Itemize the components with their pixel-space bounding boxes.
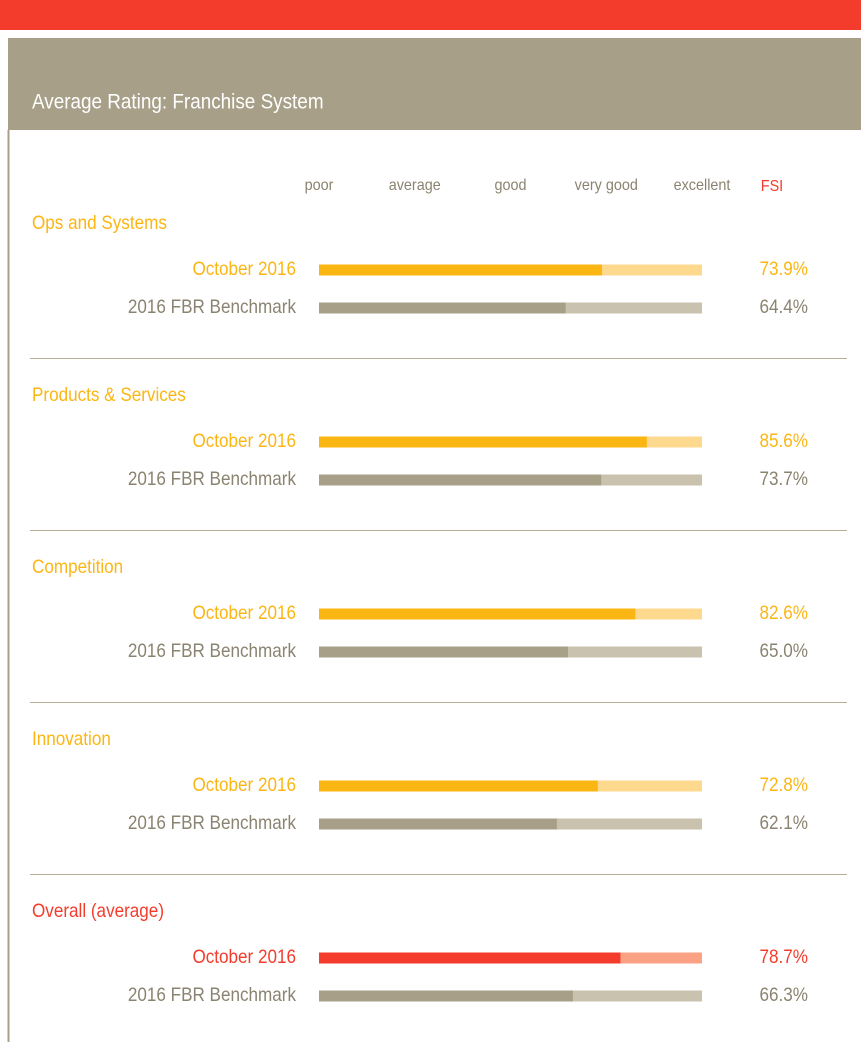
bar (319, 780, 598, 792)
series-label: October 2016 (192, 258, 296, 279)
value-header: FSI (761, 178, 783, 196)
bar (319, 818, 557, 830)
chart-title: Average Rating: Franchise System (32, 91, 324, 114)
series-label: 2016 FBR Benchmark (128, 468, 297, 489)
series-label: October 2016 (192, 946, 296, 967)
x-tick-label: poor (305, 177, 334, 195)
bar (319, 608, 636, 620)
x-tick-label: excellent (674, 177, 732, 195)
category-label: Products & Services (32, 384, 186, 405)
value-label: 65.0% (760, 640, 808, 661)
top-band (0, 0, 861, 30)
series-label: October 2016 (192, 602, 296, 623)
series-label: 2016 FBR Benchmark (128, 296, 297, 317)
value-label: 72.8% (760, 774, 808, 795)
value-label: 78.7% (760, 946, 808, 967)
x-tick-label: very good (575, 177, 638, 195)
header-band (8, 38, 861, 130)
bar (319, 264, 603, 276)
category-label: Ops and Systems (32, 212, 167, 233)
x-tick-label: average (389, 177, 441, 195)
series-label: 2016 FBR Benchmark (128, 984, 297, 1005)
value-label: 64.4% (760, 296, 808, 317)
category-label: Innovation (32, 728, 111, 749)
bar (319, 646, 568, 658)
value-label: 85.6% (760, 430, 808, 451)
value-label: 73.9% (760, 258, 808, 279)
bar (319, 302, 566, 314)
series-label: October 2016 (192, 774, 296, 795)
series-label: October 2016 (192, 430, 296, 451)
value-label: 66.3% (760, 984, 808, 1005)
bar (319, 474, 602, 486)
bar (319, 990, 573, 1002)
value-label: 62.1% (760, 812, 808, 833)
category-label: Overall (average) (32, 900, 164, 921)
bar (319, 436, 647, 448)
bar (319, 952, 621, 964)
x-tick-label: good (494, 177, 526, 195)
value-label: 82.6% (760, 602, 808, 623)
series-label: 2016 FBR Benchmark (128, 640, 297, 661)
value-label: 73.7% (760, 468, 808, 489)
series-label: 2016 FBR Benchmark (128, 812, 297, 833)
category-label: Competition (32, 556, 123, 577)
